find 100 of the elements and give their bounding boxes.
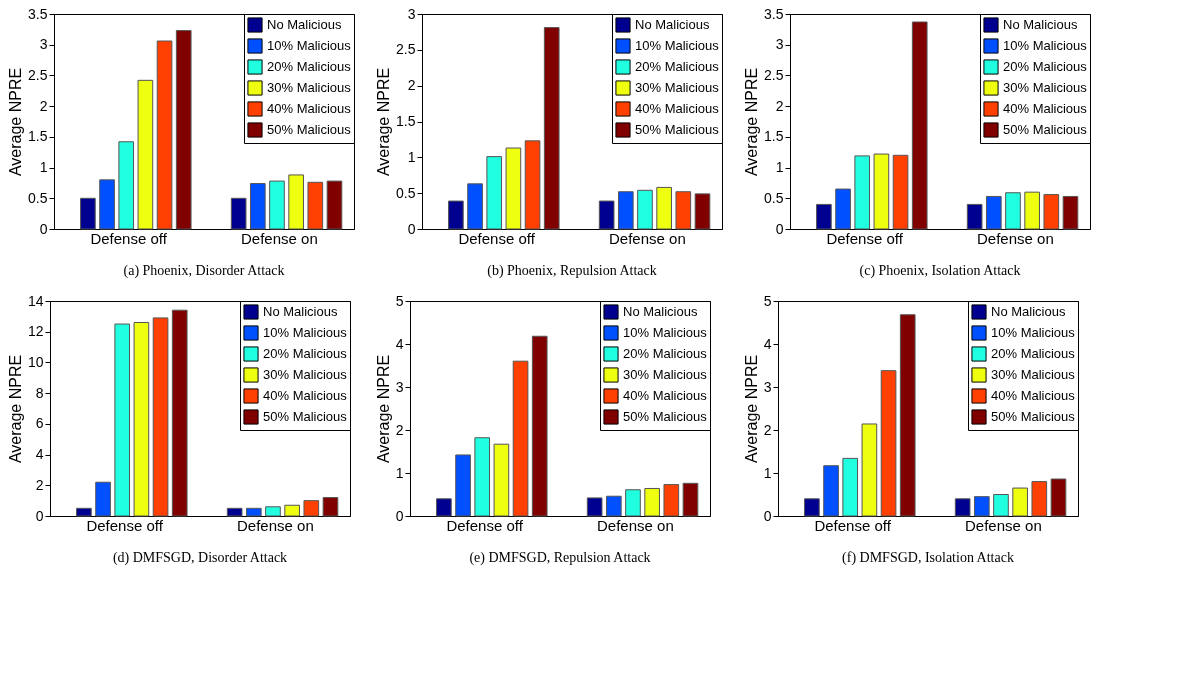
bar bbox=[524, 140, 541, 230]
bar bbox=[605, 495, 622, 517]
bar bbox=[586, 497, 603, 517]
legend-label: 40% Malicious bbox=[263, 388, 348, 403]
bar bbox=[663, 484, 680, 517]
bar bbox=[95, 481, 111, 517]
y-tick-label: 1 bbox=[395, 464, 404, 481]
y-tick-label: 0 bbox=[39, 220, 48, 237]
y-tick-label: 0 bbox=[395, 507, 404, 524]
y-tick-label: 1 bbox=[39, 159, 48, 176]
y-tick-label: 10 bbox=[27, 353, 44, 370]
y-tick-label: 1.5 bbox=[764, 128, 784, 145]
bar bbox=[137, 79, 154, 230]
bar bbox=[152, 317, 169, 517]
y-tick-label: 0 bbox=[407, 220, 416, 237]
y-tick-label: 14 bbox=[27, 292, 44, 309]
y-tick-label: 8 bbox=[35, 384, 44, 401]
text: (a) Phoenix, Disorder Attack bbox=[123, 263, 285, 279]
legend-label: No Malicious bbox=[635, 17, 710, 32]
bar bbox=[993, 494, 1009, 517]
legend-label: 10% Malicious bbox=[1003, 38, 1088, 53]
x-tick-label: Defense on bbox=[965, 516, 1042, 534]
legend-label: No Malicious bbox=[623, 304, 698, 319]
bar bbox=[954, 498, 971, 517]
bar bbox=[656, 186, 672, 230]
y-tick-label: 2 bbox=[395, 421, 404, 438]
bar bbox=[644, 487, 660, 517]
bar bbox=[682, 482, 699, 517]
bar bbox=[985, 195, 1002, 230]
legend-label: 50% Malicious bbox=[263, 409, 348, 424]
legend-label: 20% Malicious bbox=[991, 346, 1076, 361]
legend-label: 40% Malicious bbox=[635, 101, 720, 116]
bar bbox=[118, 141, 135, 230]
x-tick-label: Defense off bbox=[86, 516, 164, 534]
bar bbox=[804, 498, 820, 517]
bar bbox=[284, 504, 300, 517]
bar bbox=[448, 200, 464, 230]
y-tick-label: 0.5 bbox=[396, 184, 416, 201]
bar bbox=[966, 203, 983, 230]
legend-label: 50% Malicious bbox=[635, 122, 720, 137]
y-tick-label: 6 bbox=[35, 415, 44, 432]
legend-label: 30% Malicious bbox=[623, 367, 708, 382]
x-tick-label: Defense on bbox=[609, 229, 686, 247]
legend-label: 30% Malicious bbox=[1003, 80, 1088, 95]
y-axis-title: Average NPRE bbox=[374, 354, 392, 464]
y-tick-label: 2 bbox=[35, 476, 44, 493]
bar bbox=[625, 489, 641, 517]
bar bbox=[1043, 194, 1060, 230]
bar bbox=[637, 189, 653, 230]
bar bbox=[265, 506, 281, 517]
y-tick-label: 1 bbox=[407, 148, 416, 165]
bar bbox=[269, 180, 285, 230]
bar bbox=[816, 203, 832, 230]
y-tick-label: 5 bbox=[763, 292, 772, 309]
legend-label: 10% Malicious bbox=[263, 325, 348, 340]
y-tick-label: 12 bbox=[27, 323, 44, 340]
x-tick-label: Defense on bbox=[597, 516, 674, 534]
x-tick-label: Defense off bbox=[826, 229, 904, 247]
bar bbox=[322, 497, 339, 517]
legend-label: 50% Malicious bbox=[623, 409, 708, 424]
y-tick-label: 3 bbox=[775, 36, 784, 53]
x-tick-label: Defense off bbox=[814, 516, 892, 534]
y-tick-label: 2 bbox=[407, 77, 416, 94]
y-axis-title: Average NPRE bbox=[6, 354, 24, 464]
bar bbox=[249, 183, 266, 230]
legend-label: 10% Malicious bbox=[267, 38, 352, 53]
y-tick-label: 3 bbox=[763, 378, 772, 395]
legend-label: 50% Malicious bbox=[991, 409, 1076, 424]
y-tick-label: 3 bbox=[39, 36, 48, 53]
y-tick-label: 2 bbox=[39, 97, 48, 114]
y-tick-label: 1.5 bbox=[28, 128, 48, 145]
y-tick-label: 0 bbox=[775, 220, 784, 237]
legend-label: No Malicious bbox=[263, 304, 338, 319]
y-axis-title: Average NPRE bbox=[743, 67, 761, 177]
bar bbox=[911, 21, 928, 230]
text: (b) Phoenix, Repulsion Attack bbox=[487, 263, 657, 279]
bar bbox=[973, 496, 990, 517]
y-tick-label: 2.5 bbox=[396, 41, 416, 58]
legend-label: 20% Malicious bbox=[623, 346, 708, 361]
y-axis-title: Average NPRE bbox=[375, 67, 393, 177]
y-tick-label: 1 bbox=[775, 159, 784, 176]
y-tick-label: 3 bbox=[395, 378, 404, 395]
text: (d) DMFSGD, Disorder Attack bbox=[112, 550, 288, 566]
bar bbox=[675, 191, 692, 230]
bar bbox=[467, 183, 483, 230]
bar bbox=[303, 500, 320, 517]
text: (c) Phoenix, Isolation Attack bbox=[859, 263, 1021, 279]
bar bbox=[873, 153, 890, 230]
bar bbox=[436, 498, 452, 517]
bar bbox=[823, 465, 839, 517]
y-axis-title: Average NPRE bbox=[7, 67, 25, 177]
legend-label: No Malicious bbox=[267, 17, 342, 32]
y-tick-label: 2.5 bbox=[764, 66, 784, 83]
y-tick-label: 3.5 bbox=[764, 5, 784, 22]
bar bbox=[133, 322, 150, 517]
bar bbox=[114, 323, 131, 517]
bar bbox=[1031, 481, 1048, 517]
text: (f) DMFSGD, Isolation Attack bbox=[842, 550, 1014, 566]
bar bbox=[474, 437, 491, 517]
bar bbox=[288, 174, 304, 230]
